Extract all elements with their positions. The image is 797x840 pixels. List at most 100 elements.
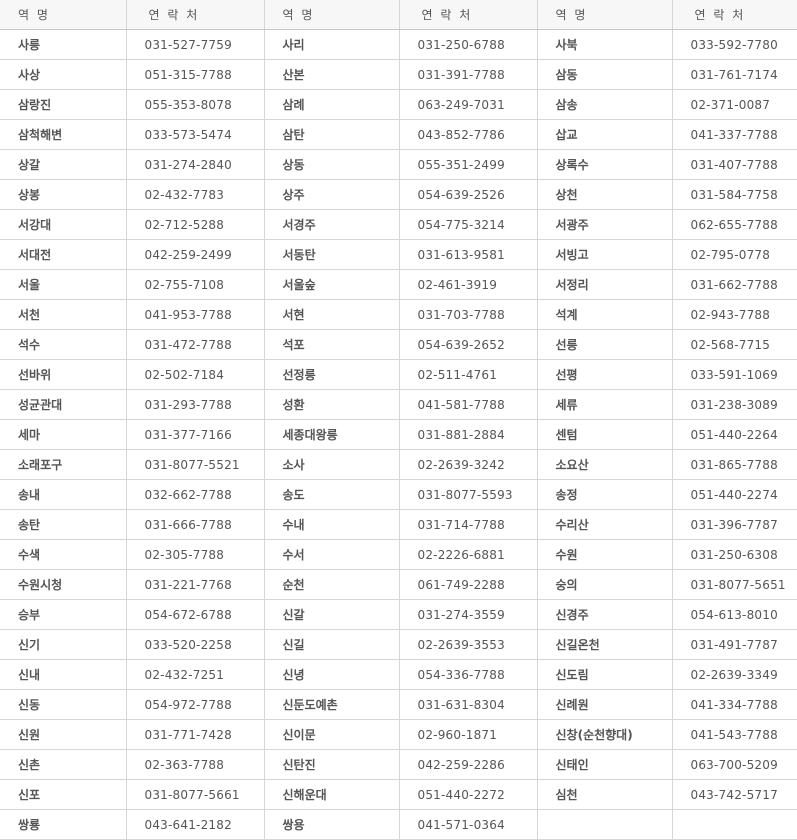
station-phone: 02-461-3919 (398, 269, 537, 300)
station-name: 사릉 (0, 29, 126, 60)
station-name: 송도 (263, 479, 399, 510)
station-name: 쌍룡 (0, 809, 126, 840)
station-phone: 061-749-2288 (398, 569, 537, 600)
station-name: 선정릉 (263, 359, 399, 390)
station-name: 신탄진 (263, 749, 399, 780)
station-phone: 043-742-5717 (671, 779, 797, 810)
station-name: 서빙고 (536, 239, 672, 270)
station-phone: 043-852-7786 (398, 119, 537, 150)
table-row: 신촌 02-363-7788 신탄진 042-259-2286 신태인 063-700-5… (0, 749, 797, 780)
station-name: 수서 (263, 539, 399, 570)
station-phone: 031-407-7788 (671, 149, 797, 180)
station-name: 삼척해변 (0, 119, 126, 150)
table-row: 수원시청 031-221-7768 순천 061-749-2288 숭의 031-8077… (0, 569, 797, 600)
header-contact: 연 락 처 (398, 0, 537, 30)
station-name: 신도림 (536, 659, 672, 690)
station-phone: 031-865-7788 (671, 449, 797, 480)
station-phone: 033-592-7780 (671, 29, 797, 60)
table-row: 신내 02-432-7251 신녕 054-336-7788 신도림 02-2639-33… (0, 659, 797, 690)
station-name: 신원 (0, 719, 126, 750)
station-name: 산본 (263, 59, 399, 90)
station-phone: 041-334-7788 (671, 689, 797, 720)
station-phone: 031-8077-5593 (398, 479, 537, 510)
station-phone: 055-351-2499 (398, 149, 537, 180)
station-phone: 032-662-7788 (125, 479, 264, 510)
station-phone: 031-631-8304 (398, 689, 537, 720)
station-name: 신길 (263, 629, 399, 660)
station-name: 삼탄 (263, 119, 399, 150)
station-phone: 063-700-5209 (671, 749, 797, 780)
table-row: 승부 054-672-6788 신갈 031-274-3559 신경주 054-613-8… (0, 599, 797, 630)
table-row: 서천 041-953-7788 서현 031-703-7788 석계 02-943-778… (0, 299, 797, 330)
station-phone: 02-432-7251 (125, 659, 264, 690)
station-name: 사상 (0, 59, 126, 90)
table-row: 선바위 02-502-7184 선정릉 02-511-4761 선평 033-591-10… (0, 359, 797, 390)
table-header-row: 역 명 연 락 처 역 명 연 락 처 역 명 연 락 처 (0, 0, 797, 30)
station-phone: 031-666-7788 (125, 509, 264, 540)
station-name: 송정 (536, 479, 672, 510)
table-row: 쌍룡 043-641-2182 쌍용 041-571-0364 (0, 809, 797, 840)
station-name: 상천 (536, 179, 672, 210)
station-name: 쌍용 (263, 809, 399, 840)
station-phone: 02-943-7788 (671, 299, 797, 330)
station-phone: 02-795-0778 (671, 239, 797, 270)
station-phone: 031-662-7788 (671, 269, 797, 300)
station-phone: 02-502-7184 (125, 359, 264, 390)
station-phone: 051-440-2264 (671, 419, 797, 450)
station-name: 서강대 (0, 209, 126, 240)
station-name: 소요산 (536, 449, 672, 480)
station-name: 상록수 (536, 149, 672, 180)
station-name: 신갈 (263, 599, 399, 630)
station-phone: 02-2639-3242 (398, 449, 537, 480)
station-name: 신해운대 (263, 779, 399, 810)
station-name: 사리 (263, 29, 399, 60)
station-phone: 043-641-2182 (125, 809, 264, 840)
station-name: 신태인 (536, 749, 672, 780)
station-phone: 051-440-2272 (398, 779, 537, 810)
station-name: 숭의 (536, 569, 672, 600)
station-phone: 02-960-1871 (398, 719, 537, 750)
table-row: 세마 031-377-7166 세종대왕릉 031-881-2884 센텀 051-440… (0, 419, 797, 450)
station-phone: 033-520-2258 (125, 629, 264, 660)
station-phone: 02-755-7108 (125, 269, 264, 300)
station-name: 석계 (536, 299, 672, 330)
station-phone: 02-2226-6881 (398, 539, 537, 570)
station-name: 석포 (263, 329, 399, 360)
station-phone: 054-639-2526 (398, 179, 537, 210)
station-phone: 033-591-1069 (671, 359, 797, 390)
station-name: 삽교 (536, 119, 672, 150)
station-name: 상봉 (0, 179, 126, 210)
table-row: 신동 054-972-7788 신둔도예촌 031-631-8304 신례원 041-33… (0, 689, 797, 720)
station-phone: 054-972-7788 (125, 689, 264, 720)
station-phone: 02-2639-3553 (398, 629, 537, 660)
station-phone: 031-8077-5661 (125, 779, 264, 810)
station-name: 신촌 (0, 749, 126, 780)
station-phone: 031-396-7787 (671, 509, 797, 540)
table-row: 성균관대 031-293-7788 성환 041-581-7788 세류 031-238-… (0, 389, 797, 420)
station-phone: 02-305-7788 (125, 539, 264, 570)
station-phone: 041-337-7788 (671, 119, 797, 150)
station-phone: 041-953-7788 (125, 299, 264, 330)
station-phone: 02-432-7783 (125, 179, 264, 210)
station-phone: 031-250-6788 (398, 29, 537, 60)
station-name: 성환 (263, 389, 399, 420)
station-name: 상주 (263, 179, 399, 210)
station-phone: 054-639-2652 (398, 329, 537, 360)
station-phone: 054-336-7788 (398, 659, 537, 690)
station-phone: 02-511-4761 (398, 359, 537, 390)
station-name: 세마 (0, 419, 126, 450)
station-phone: 02-363-7788 (125, 749, 264, 780)
table-row: 서울 02-755-7108 서울숲 02-461-3919 서정리 031-662-77… (0, 269, 797, 300)
station-phone: 031-527-7759 (125, 29, 264, 60)
station-phone: 031-491-7787 (671, 629, 797, 660)
station-name: 소래포구 (0, 449, 126, 480)
station-phone: 02-371-0087 (671, 89, 797, 120)
table-row: 석수 031-472-7788 석포 054-639-2652 선릉 02-568-771… (0, 329, 797, 360)
station-name: 심천 (536, 779, 672, 810)
table-row: 상봉 02-432-7783 상주 054-639-2526 상천 031-584-775… (0, 179, 797, 210)
station-phone: 031-771-7428 (125, 719, 264, 750)
header-station-name: 역 명 (0, 0, 126, 30)
station-name: 신창(순천향대) (536, 719, 672, 750)
station-name: 수내 (263, 509, 399, 540)
